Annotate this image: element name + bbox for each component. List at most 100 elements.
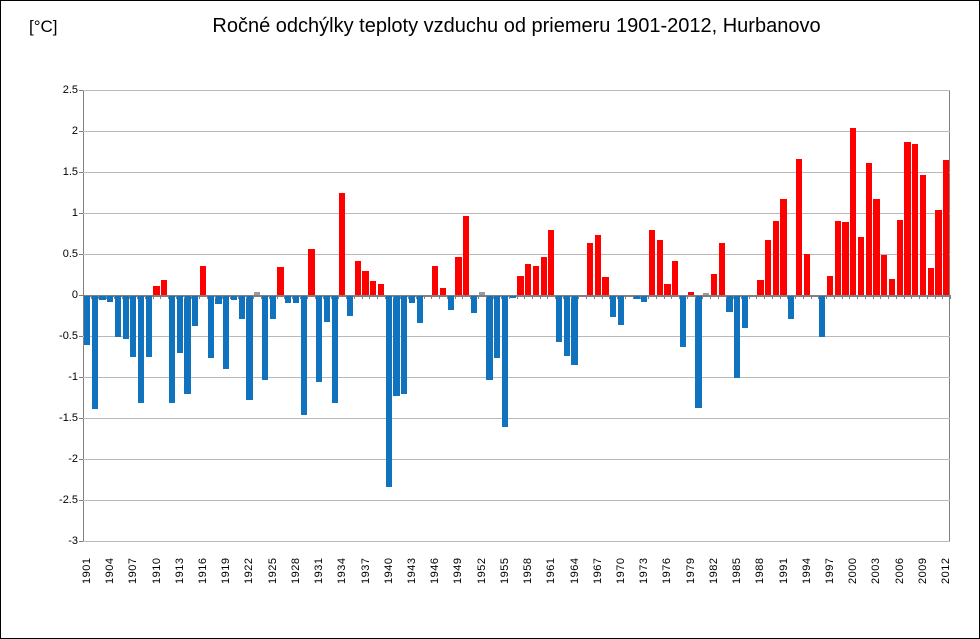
y-axis-tick-label: -0.5 [59, 330, 78, 342]
bar-1934 [339, 193, 346, 295]
x-axis-tick [175, 295, 177, 299]
gridline [83, 254, 950, 255]
x-axis-tick-label: 1973 [638, 557, 651, 584]
x-axis-tick [632, 295, 634, 299]
x-axis-tick-label: 1919 [220, 557, 233, 584]
y-unit-label: [°C] [29, 17, 58, 36]
bar-2001 [857, 236, 865, 295]
x-axis-tick-label: 1937 [359, 557, 372, 584]
x-axis-tick-label: 1952 [475, 557, 488, 584]
y-axis-tick-label: -1.5 [59, 412, 78, 424]
x-axis-tick [764, 295, 766, 299]
x-axis-tick [911, 295, 913, 299]
bar-1964 [571, 296, 578, 365]
bar-1961 [548, 230, 555, 295]
bar-1928 [292, 296, 300, 303]
bar-1992 [788, 296, 795, 319]
y-axis-tick [79, 254, 83, 255]
x-axis-tick-label: 1913 [173, 557, 186, 584]
bar-1955 [501, 296, 509, 428]
bar-1903 [99, 296, 106, 301]
gridline [83, 418, 950, 419]
x-axis-tick-label: 1967 [591, 557, 604, 584]
x-axis-tick [485, 295, 487, 299]
x-axis-tick [694, 295, 696, 299]
y-axis-tick [79, 500, 83, 501]
x-axis-tick [740, 295, 742, 299]
x-axis-tick [702, 295, 704, 299]
bar-1942 [401, 296, 408, 394]
x-axis-tick [106, 295, 108, 299]
y-axis-tick [79, 541, 83, 542]
x-axis-tick [268, 295, 270, 299]
x-axis-tick [284, 295, 286, 299]
x-axis-tick [353, 295, 355, 299]
bar-1902 [91, 296, 98, 410]
bar-1974 [648, 230, 656, 295]
bar-1926 [277, 267, 284, 295]
bar-1950 [463, 216, 470, 295]
bar-2008 [912, 144, 919, 295]
x-axis-tick-label: 2003 [870, 557, 883, 584]
bar-1953 [486, 296, 493, 380]
bar-1911 [161, 280, 168, 295]
x-axis-tick [439, 295, 441, 299]
x-axis-tick-label: 1988 [754, 557, 767, 584]
x-axis-tick-label: 1943 [405, 557, 418, 584]
bar-1916 [199, 266, 207, 295]
bar-1989 [765, 240, 772, 295]
x-axis-tick [888, 295, 890, 299]
bar-1920 [230, 296, 238, 301]
x-axis-tick [725, 295, 727, 299]
x-axis-tick [377, 295, 379, 299]
x-axis-tick [516, 295, 518, 299]
bar-1937 [362, 271, 369, 295]
x-axis-tick [779, 295, 781, 299]
x-axis-tick [586, 295, 588, 299]
gridline [83, 336, 950, 337]
bar-2000 [850, 127, 857, 295]
x-axis-tick [578, 295, 580, 299]
bar-1997 [826, 276, 834, 295]
x-axis-tick [795, 295, 797, 299]
x-axis-tick-label: 1922 [243, 557, 256, 584]
x-axis-tick [330, 295, 332, 299]
bar-1969 [610, 296, 617, 318]
bar-1975 [656, 240, 663, 295]
gridline [83, 459, 950, 460]
x-axis-tick [710, 295, 712, 299]
y-axis-tick [79, 172, 83, 173]
x-axis-tick [593, 295, 595, 299]
x-axis-tick [547, 295, 549, 299]
x-axis-tick [168, 295, 170, 299]
gridline [83, 500, 950, 501]
x-axis-tick [857, 295, 859, 299]
bar-1947 [439, 287, 447, 295]
x-axis-tick [655, 295, 657, 299]
bar-1979 [687, 291, 694, 295]
x-axis-tick-label: 1958 [522, 557, 535, 584]
bar-1907 [130, 296, 137, 357]
x-axis-tick [361, 295, 363, 299]
x-axis-tick-label: 1964 [568, 557, 581, 584]
plot-area [83, 90, 951, 542]
x-axis-tick [477, 295, 479, 299]
bar-1941 [393, 296, 400, 397]
x-axis-tick [733, 295, 735, 299]
y-axis-tick [79, 295, 83, 296]
x-axis-tick [408, 295, 410, 299]
x-axis-tick-label: 1904 [104, 557, 117, 584]
y-axis-tick [79, 131, 83, 132]
x-axis-tick-label: 1994 [800, 557, 813, 584]
bar-1959 [532, 266, 540, 295]
x-axis-tick [253, 295, 255, 299]
gridline [83, 131, 950, 132]
bar-1943 [408, 296, 416, 304]
x-axis-tick [717, 295, 719, 299]
bar-1938 [370, 281, 377, 295]
x-axis-tick [431, 295, 433, 299]
x-axis-tick [237, 295, 239, 299]
y-axis-tick-label: 2.5 [62, 84, 78, 96]
x-axis-tick [160, 295, 162, 299]
bar-1905 [114, 296, 121, 337]
